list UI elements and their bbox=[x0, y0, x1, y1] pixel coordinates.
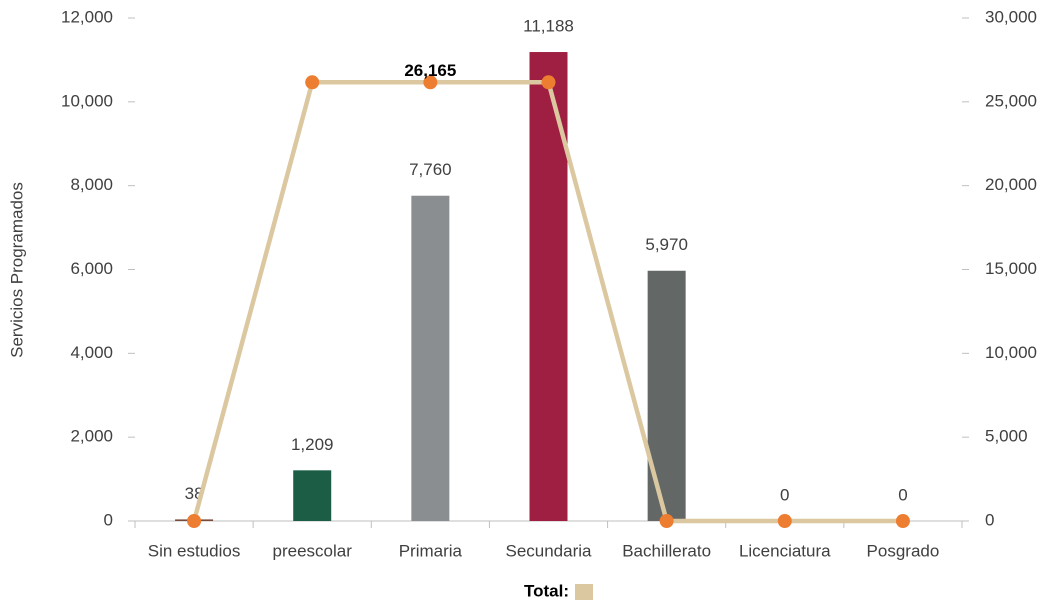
data-label: 11,188 bbox=[523, 17, 574, 36]
line-marker bbox=[777, 514, 792, 528]
line-marker bbox=[305, 75, 320, 90]
x-tick-label: Secundaria bbox=[505, 541, 592, 560]
line-data-label: 26,165 bbox=[404, 61, 456, 80]
data-label: 0 bbox=[780, 485, 789, 504]
x-tick-label: Sin estudios bbox=[148, 541, 241, 560]
y-tick-label: 8,000 bbox=[70, 175, 113, 194]
y2-tick-label: 25,000 bbox=[985, 91, 1037, 110]
line-marker bbox=[541, 75, 556, 90]
line-marker bbox=[187, 514, 202, 528]
y2-tick-label: 0 bbox=[985, 510, 994, 529]
y2-tick-label: 30,000 bbox=[985, 7, 1037, 26]
bar bbox=[647, 270, 686, 521]
x-tick-label: Licenciatura bbox=[739, 541, 831, 560]
y2-tick-label: 20,000 bbox=[985, 175, 1037, 194]
bar bbox=[529, 52, 568, 521]
y-axis-title: Servicios Programados bbox=[7, 182, 26, 358]
y-tick-label: 12,000 bbox=[61, 7, 113, 26]
bar bbox=[293, 470, 332, 521]
y2-tick-label: 15,000 bbox=[985, 259, 1037, 278]
y-tick-label: 6,000 bbox=[70, 259, 113, 278]
line-marker bbox=[423, 75, 438, 90]
data-label: 1,209 bbox=[291, 435, 334, 454]
legend-swatch bbox=[575, 584, 593, 600]
bar bbox=[411, 195, 450, 521]
line-marker bbox=[659, 514, 674, 528]
y-tick-label: 0 bbox=[104, 510, 113, 529]
x-tick-label: Bachillerato bbox=[622, 541, 711, 560]
data-label: 0 bbox=[898, 485, 907, 504]
data-label: 7,760 bbox=[409, 160, 452, 179]
y-tick-label: 2,000 bbox=[70, 427, 113, 446]
x-tick-label: preescolar bbox=[273, 541, 353, 560]
data-label: 5,970 bbox=[645, 235, 688, 254]
line-marker bbox=[895, 514, 910, 528]
x-tick-label: Posgrado bbox=[867, 541, 940, 560]
y2-tick-label: 10,000 bbox=[985, 343, 1037, 362]
y-tick-label: 4,000 bbox=[70, 343, 113, 362]
legend-label: Total: bbox=[524, 581, 569, 600]
y2-tick-label: 5,000 bbox=[985, 427, 1028, 446]
y-tick-label: 10,000 bbox=[61, 91, 113, 110]
x-tick-label: Primaria bbox=[399, 541, 463, 560]
